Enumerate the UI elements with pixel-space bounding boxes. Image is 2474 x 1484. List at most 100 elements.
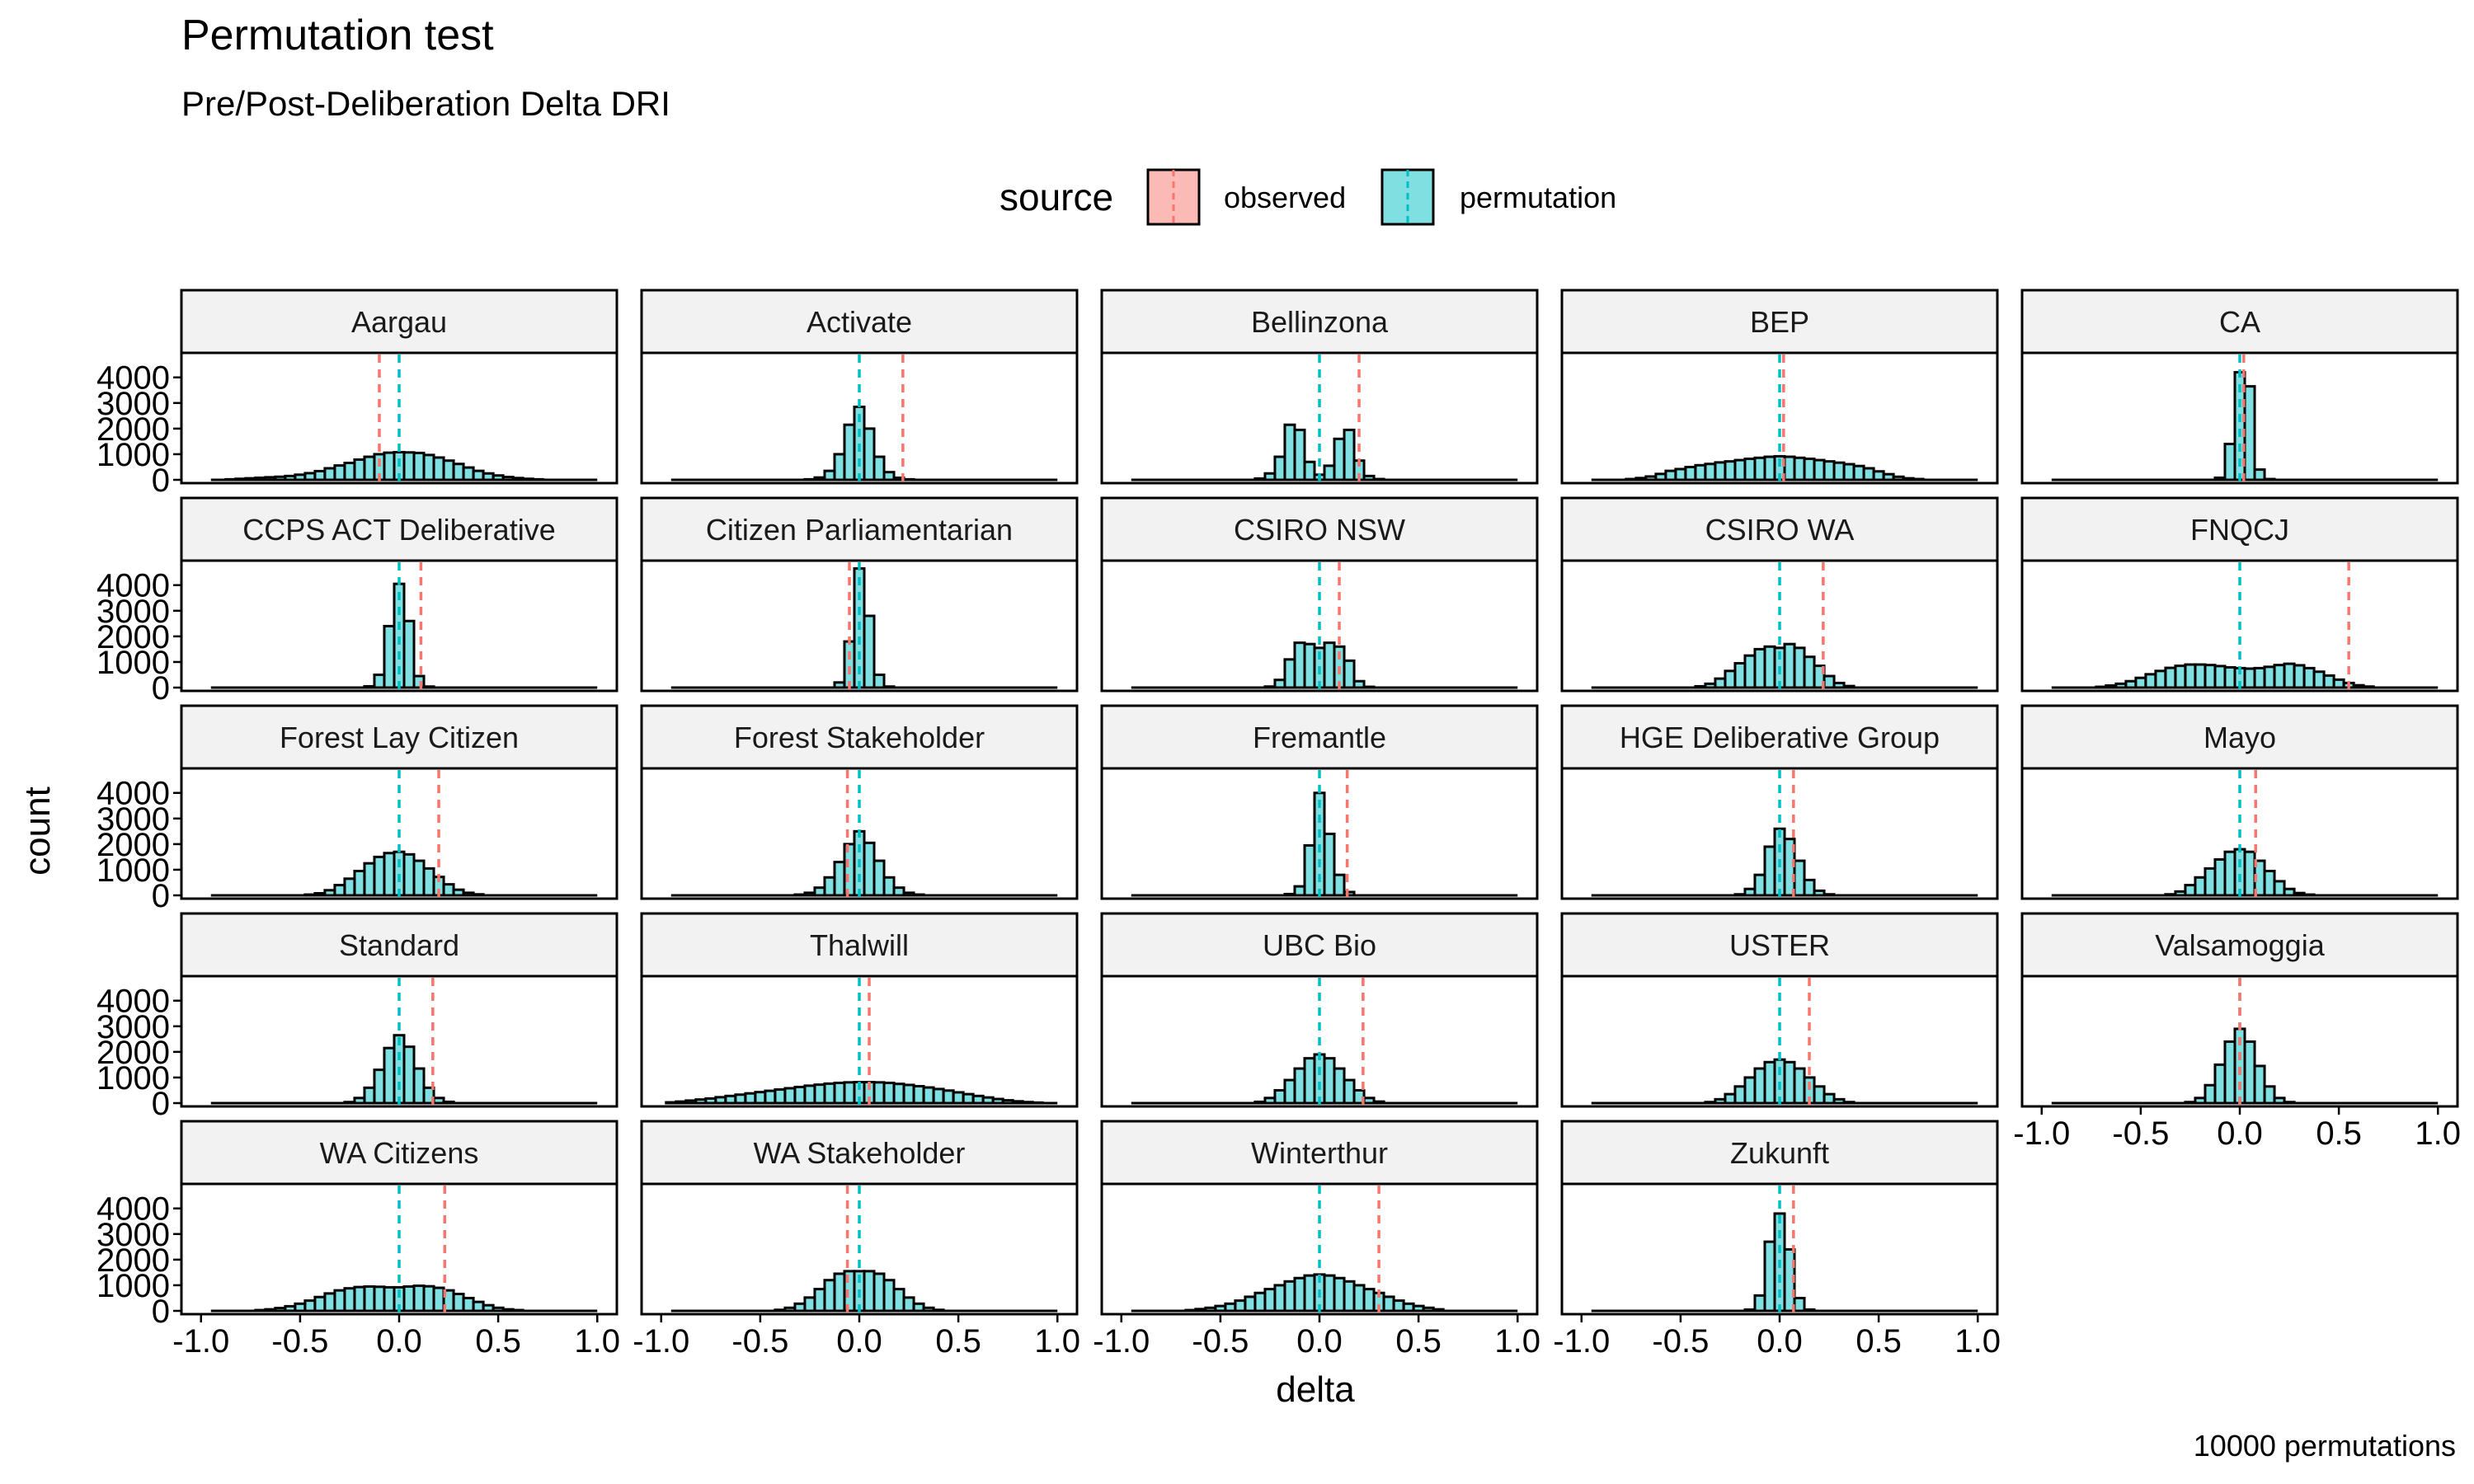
histogram-bar	[1432, 1308, 1445, 1313]
facet-panel: Bellinzona	[1100, 289, 1539, 485]
y-tick-label: 0	[152, 463, 170, 499]
histogram-bar	[843, 1081, 856, 1105]
histogram-bar	[2114, 682, 2128, 689]
histogram-bar	[1273, 679, 1286, 689]
histogram-bar	[1372, 1100, 1385, 1105]
facet-panel: Forest Stakeholder	[640, 704, 1079, 900]
x-axis-title: delta	[1276, 1369, 1355, 1410]
plot-area	[1100, 559, 1539, 693]
histogram-bar	[1724, 669, 1737, 689]
facet-label: Activate	[807, 305, 912, 339]
plot-area	[640, 351, 1079, 485]
histogram-bar	[531, 477, 544, 481]
histogram-bar	[363, 862, 376, 897]
histogram-bar	[2263, 477, 2276, 481]
y-tick-label: 2000	[96, 1242, 170, 1279]
plot-border	[180, 974, 618, 1108]
histogram-bar	[2223, 665, 2236, 689]
y-tick-label: 4000	[96, 568, 170, 604]
histogram-bar	[1343, 659, 1356, 689]
histogram-bar	[1263, 472, 1277, 481]
histogram-bar	[872, 859, 886, 897]
histogram-bar	[2204, 866, 2217, 897]
histogram-bar	[432, 456, 445, 481]
histogram-bar	[333, 464, 346, 481]
facet-strip	[1100, 912, 1539, 978]
histogram-bar	[1303, 1274, 1316, 1313]
histogram-bar	[422, 1284, 435, 1313]
histogram-bar	[2273, 880, 2286, 897]
y-tick-label: 2000	[96, 411, 170, 448]
histogram-bar	[343, 461, 356, 481]
histogram-bar	[1763, 845, 1776, 897]
x-axes: -1.0 -0.5 0.0 0.5 1.0 -1.0 -0.5 0.0 0.5 1.0 -1.0 -0…	[172, 1106, 2461, 1360]
histogram-bar	[422, 866, 435, 897]
histogram-bar	[2184, 663, 2197, 689]
x-axis: -1.0 -0.5 0.0 0.5 1.0	[2013, 1106, 2461, 1152]
histogram-bar	[2233, 848, 2246, 897]
histogram-bar	[1842, 684, 1856, 689]
x-tick-label: 0.0	[1296, 1323, 1343, 1360]
facet-panel: BEP	[1560, 289, 1999, 485]
histogram-bar	[2263, 665, 2276, 689]
histogram-bar	[2263, 1085, 2276, 1105]
histogram-bar	[1323, 641, 1336, 689]
histogram-bar	[704, 1097, 717, 1105]
facet-label: Aargau	[351, 305, 447, 339]
facet-panel: CA	[2020, 289, 2459, 485]
plot-area	[640, 559, 1079, 693]
x-tick-label: 0.0	[2217, 1115, 2263, 1152]
histogram-bar	[1402, 1302, 1415, 1313]
histogram-bar	[1704, 1101, 1717, 1105]
histogram-bar	[363, 1086, 376, 1105]
histogram-bar	[482, 472, 495, 481]
histogram-bar	[1283, 892, 1296, 897]
plot-border	[180, 559, 618, 693]
histogram-bar	[511, 477, 524, 481]
histogram-bar	[1293, 1067, 1306, 1105]
histogram-bar	[952, 1091, 965, 1105]
y-tick-label: 0	[152, 1294, 170, 1330]
histogram-bar	[1832, 1097, 1846, 1105]
histogram-bar	[2184, 1101, 2197, 1105]
histogram-bar	[313, 892, 327, 897]
plot-border	[1560, 351, 1999, 485]
plot-area	[1100, 974, 1539, 1108]
histogram-bar	[2134, 676, 2147, 689]
histogram-bar	[1644, 475, 1658, 481]
plot-area	[2020, 351, 2459, 485]
x-tick-label: 0.5	[935, 1323, 981, 1360]
histogram-bar	[373, 1285, 386, 1313]
histogram-bar	[254, 477, 267, 481]
histogram-bar	[1253, 1100, 1267, 1105]
histogram-bar	[1343, 1280, 1356, 1313]
facet-strip	[2020, 912, 2459, 978]
histogram-bar	[823, 469, 836, 481]
facet-strip	[640, 704, 1079, 770]
histogram-bar	[363, 1284, 376, 1313]
histogram-bar	[373, 855, 386, 897]
histogram-bar	[2194, 1097, 2207, 1105]
histogram-bar	[1263, 685, 1277, 689]
histogram-bar	[1793, 646, 1806, 689]
histogram-bar	[452, 463, 465, 481]
y-tick-label: 3000	[96, 594, 170, 630]
histogram-bar	[511, 1308, 524, 1313]
histogram-bar	[1783, 455, 1796, 481]
histogram-bar	[902, 1296, 915, 1313]
histogram-bar	[1372, 477, 1385, 481]
histogram-bar	[363, 684, 376, 689]
facet-strip	[1560, 496, 1999, 562]
y-tick-label: 4000	[96, 984, 170, 1020]
histogram-bar	[442, 883, 455, 897]
facet-label: Citizen Parliamentarian	[706, 513, 1013, 547]
plot-border	[1560, 559, 1999, 693]
histogram-bar	[922, 1306, 935, 1313]
histogram-bar	[2273, 1097, 2286, 1105]
histogram-bar	[2283, 887, 2296, 897]
legend-label-observed: observed	[1224, 181, 1346, 214]
histogram-bar	[2243, 667, 2256, 689]
x-axis: -1.0 -0.5 0.0 0.5 1.0	[1093, 1314, 1540, 1360]
facet-panel: CSIRO NSW	[1100, 496, 1539, 693]
